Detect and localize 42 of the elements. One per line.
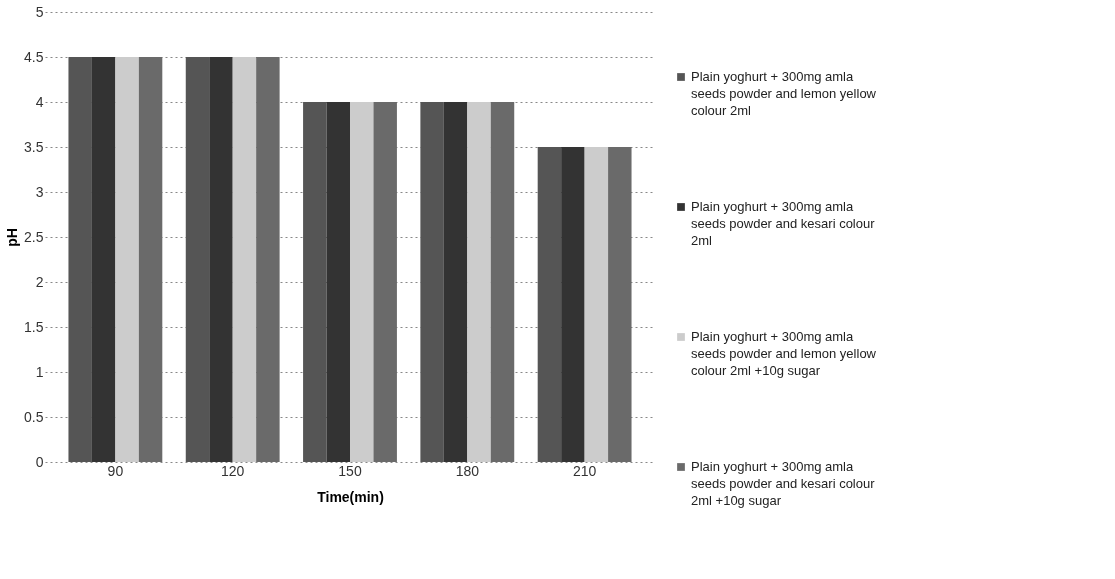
bar [326,102,350,462]
bar [185,57,210,462]
bar [561,147,585,462]
legend-label: Plain yoghurt + 300mg amla seeds powder and kesari colour 2ml [691,199,876,248]
y-tick-label: 2.5 [24,228,44,245]
x-tick-label: 150 [338,462,362,479]
bar [303,102,327,462]
bar [91,57,116,462]
x-tick-label: 180 [455,462,480,479]
legend-label: Plain yoghurt + 300mg amla seeds powder and lemon yellow colour 2ml +10g sugar [691,329,877,378]
y-tick-label: 3 [35,183,44,200]
bar [584,147,609,462]
bar [350,102,374,462]
bar [608,147,632,462]
bar [420,102,444,462]
x-tick-label: 210 [572,462,597,479]
y-tick-label: 2 [35,273,44,290]
bar [443,102,468,462]
bar [68,57,92,462]
y-tick-label: 4 [35,93,44,110]
bar [256,57,280,462]
x-tick-label: 120 [221,462,245,479]
y-tick-label: 0 [35,453,44,470]
bar [373,102,397,462]
y-tick-label: 1.5 [24,318,44,335]
legend-label: Plain yoghurt + 300mg amla seeds powder and kesari colour 2ml +10g sugar [691,459,876,508]
y-tick-label: 4.5 [24,48,44,65]
bar [232,57,257,462]
y-tick-label: 1 [35,363,44,380]
bar [467,102,491,462]
legend-label: Plain yoghurt + 300mg amla seeds powder and lemon yellow colour 2ml [691,69,877,118]
bar [115,57,139,462]
bar [209,57,233,462]
bar [138,57,163,462]
x-axis-title: Time(min) [317,488,384,505]
x-tick-label: 90 [107,462,124,479]
y-tick-label: 3.5 [24,138,44,155]
y-tick-label: 0.5 [24,408,44,425]
bar [537,147,562,462]
y-axis-title: pH [4,228,21,247]
y-tick-label: 5 [35,3,44,20]
bar [490,102,515,462]
